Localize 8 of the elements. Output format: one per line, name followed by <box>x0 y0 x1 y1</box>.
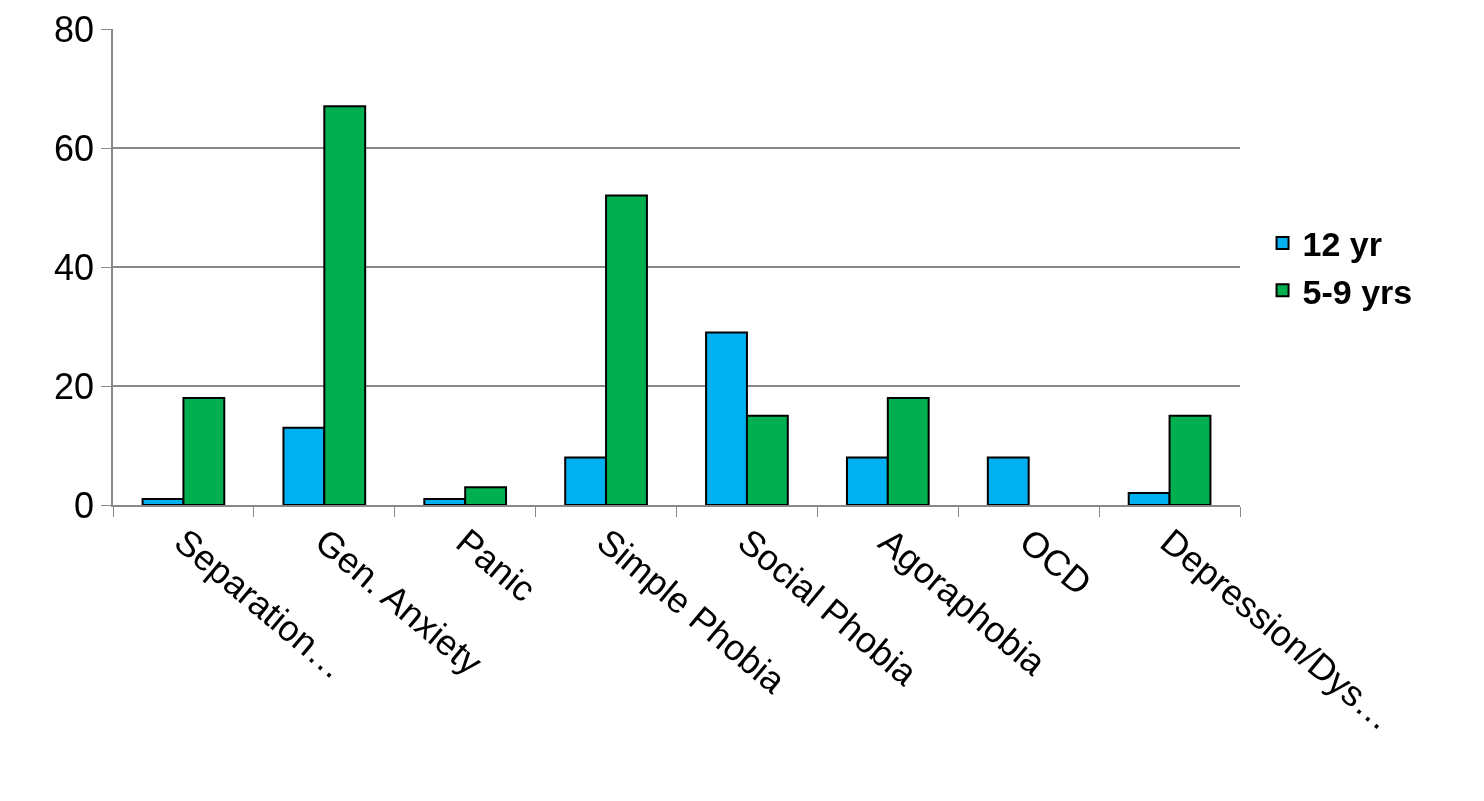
y-tick-label: 60 <box>54 127 95 169</box>
y-tick-label: 80 <box>54 8 95 50</box>
legend-label: 5-9 yrs <box>1302 272 1413 311</box>
bar <box>986 456 1030 505</box>
y-tick-label: 40 <box>54 246 95 288</box>
legend-label: 12 yr <box>1302 225 1382 264</box>
y-tick-label: 0 <box>74 484 95 526</box>
y-tick-label: 20 <box>54 365 95 407</box>
